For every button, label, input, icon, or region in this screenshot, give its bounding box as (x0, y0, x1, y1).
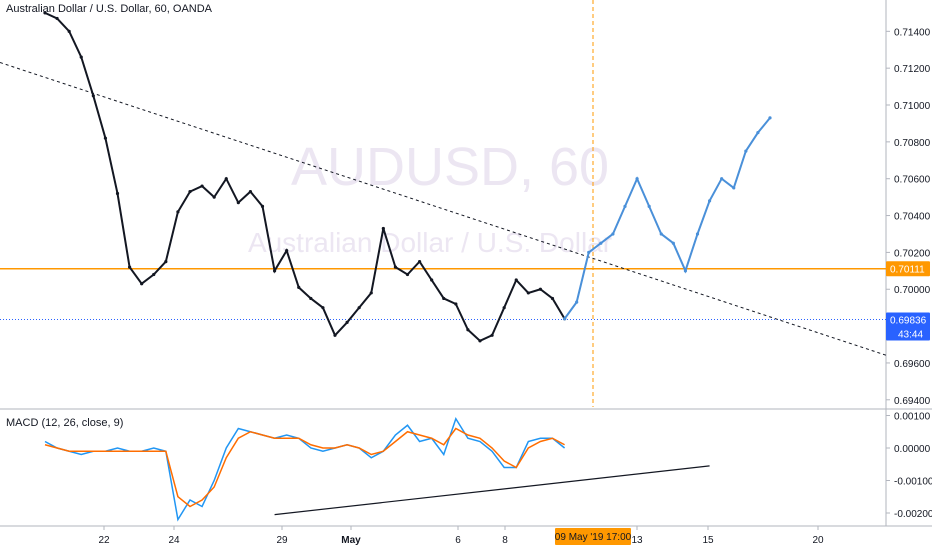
price-series (43, 11, 772, 343)
time-axis[interactable]: 22 24 29 May 6 8 13 15 20 (98, 526, 824, 546)
cursor-time-label: 09 May '19 17:00 (555, 528, 632, 545)
price-tick-label: 0.69600 (894, 359, 931, 370)
macd-axis[interactable]: 0.00100 0.00000 -0.00100 -0.00200 (886, 412, 932, 521)
macd-series (44, 417, 710, 522)
time-tick-label: 20 (812, 535, 824, 546)
projection-line (563, 117, 771, 320)
macd-line (44, 417, 566, 522)
price-history-line (44, 11, 566, 343)
price-tick-label: 0.70800 (894, 138, 931, 149)
time-tick-label: 13 (631, 535, 643, 546)
price-tick-label: 0.70600 (894, 175, 931, 186)
price-tick-label: 0.70400 (894, 212, 931, 223)
bar-countdown: 43:44 (898, 329, 923, 340)
last-price-label: 0.69836 43:44 (886, 312, 930, 341)
last-price-value: 0.69836 (890, 315, 927, 326)
price-tick-label: 0.70000 (894, 285, 931, 296)
price-tick-label: 0.69400 (894, 396, 931, 407)
time-tick-label: 15 (702, 535, 714, 546)
signal-line (44, 427, 565, 508)
price-tick-label: 0.71200 (894, 64, 931, 75)
time-tick-label: 22 (98, 535, 110, 546)
price-tick-label: 0.70200 (894, 248, 931, 259)
macd-tick-label: 0.00100 (894, 412, 931, 423)
time-tick-label: 24 (168, 535, 180, 546)
price-tick-label: 0.71000 (894, 101, 931, 112)
trendline[interactable] (0, 62, 887, 356)
macd-tick-label: -0.00100 (894, 477, 932, 488)
time-tick-label: May (341, 535, 361, 546)
watermark-description: Australian Dollar / U.S. Dollar (248, 227, 612, 258)
horizontal-level-label: 0.70111 (886, 261, 930, 277)
cursor-time-value: 09 May '19 17:00 (555, 532, 632, 543)
macd-title: MACD (12, 26, close, 9) (6, 417, 124, 429)
macd-tick-label: -0.00200 (894, 509, 932, 520)
watermark-symbol: AUDUSD, 60 (291, 137, 609, 197)
horizontal-level-value: 0.70111 (890, 264, 925, 275)
macd-trendline (274, 465, 710, 516)
chart-title: Australian Dollar / U.S. Dollar, 60, OAN… (6, 3, 213, 15)
price-tick-label: 0.71400 (894, 27, 931, 38)
time-tick-label: 6 (455, 535, 461, 546)
time-tick-label: 29 (276, 535, 288, 546)
time-tick-label: 8 (502, 535, 508, 546)
macd-tick-label: 0.00000 (894, 444, 931, 455)
price-axis[interactable]: 0.71400 0.71200 0.71000 0.70800 0.70600 0.704… (886, 27, 931, 407)
